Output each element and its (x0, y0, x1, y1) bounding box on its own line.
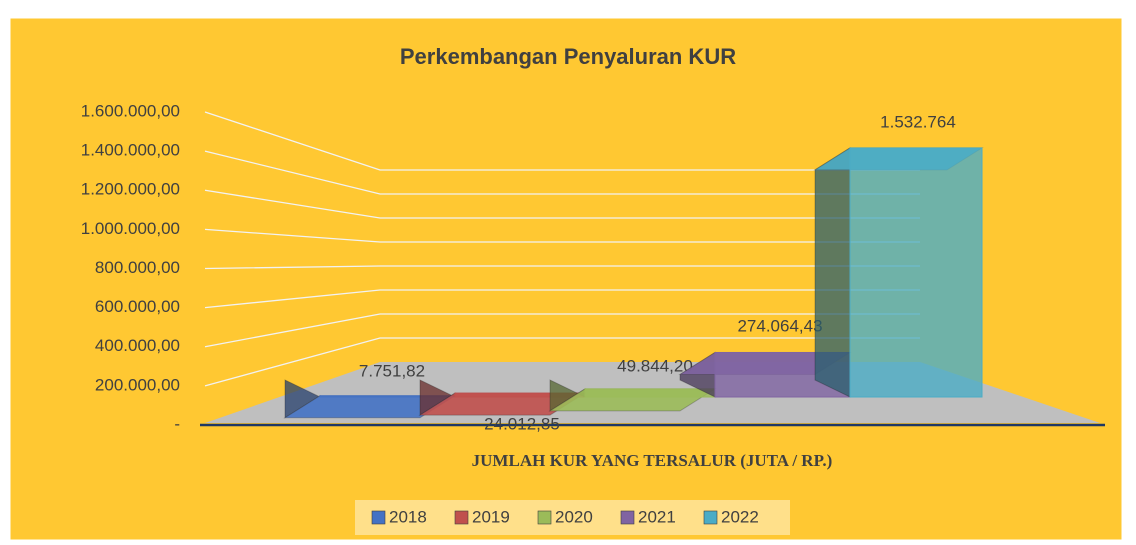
bar-side (814, 147, 851, 398)
legend-label: 2018 (389, 507, 427, 526)
legend-box (355, 500, 790, 535)
y-tick-label: 600.000,00 (95, 297, 180, 316)
grid-line (204, 337, 920, 387)
y-tick-label: 800.000,00 (95, 258, 180, 277)
legend-label: 2019 (472, 507, 510, 526)
legend-label: 2020 (555, 507, 593, 526)
value-label: 49.844,20 (617, 356, 693, 375)
bar-front (584, 388, 716, 398)
legend-swatch (371, 510, 386, 525)
grid-line (204, 228, 920, 243)
bar-front (849, 147, 983, 398)
value-label: 24.012,85 (484, 414, 560, 433)
grid-line (204, 189, 920, 219)
legend-swatch (537, 510, 552, 525)
legend-label: 2022 (721, 507, 759, 526)
grid-line (204, 289, 920, 309)
grid-line (204, 150, 920, 195)
y-tick-label: 400.000,00 (95, 336, 180, 355)
x-axis-title: JUMLAH KUR YANG TERSALUR (JUTA / RP.) (472, 451, 833, 470)
y-tick-label: 1.000.000,00 (81, 219, 180, 238)
value-label: 1.532.764 (880, 112, 956, 131)
legend-swatch (703, 510, 718, 525)
value-label: 7.751,82 (359, 361, 425, 380)
legend-swatch (620, 510, 635, 525)
grid-line (204, 111, 920, 171)
y-tick-label: 1.200.000,00 (81, 180, 180, 199)
legend-swatch (454, 510, 469, 525)
grid-line (204, 313, 920, 348)
legend-label: 2021 (638, 507, 676, 526)
y-tick-label: 200.000,00 (95, 375, 180, 394)
y-tick-label: - (174, 414, 180, 433)
chart-title: Perkembangan Penyaluran KUR (400, 44, 736, 69)
value-label: 274.064,43 (737, 316, 822, 335)
y-tick-label: 1.400.000,00 (81, 141, 180, 160)
y-tick-label: 1.600.000,00 (81, 101, 180, 120)
grid-line (204, 265, 920, 270)
